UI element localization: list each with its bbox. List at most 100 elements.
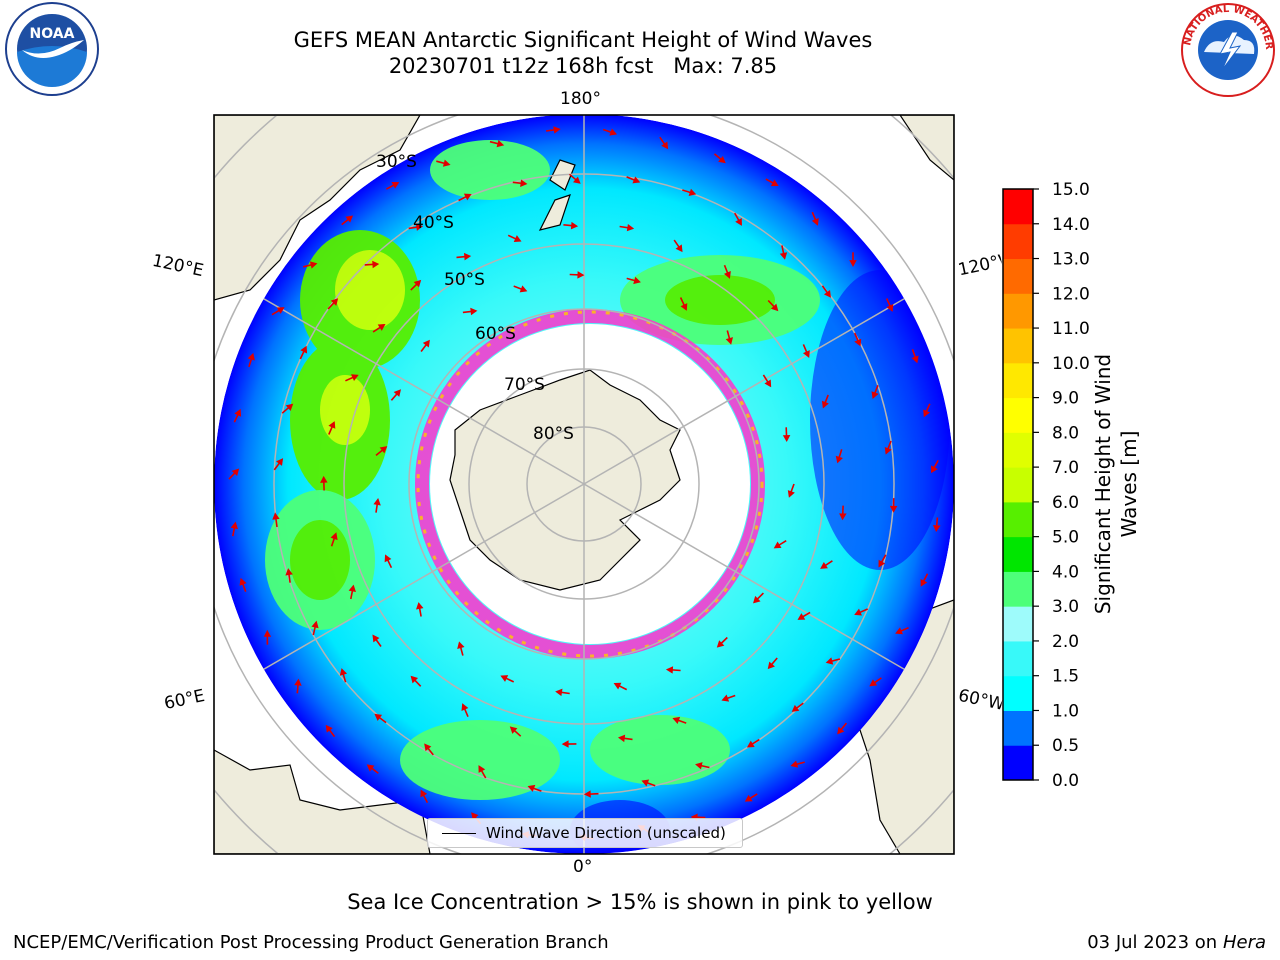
wind-wave-arrowhead [509,726,518,734]
wind-wave-arrowhead [555,688,563,697]
wind-wave-arrowhead [496,140,505,148]
wind-wave-arrowhead [878,559,886,568]
wind-wave-arrowhead [725,337,734,345]
wind-wave-arrowhead [617,734,626,743]
wind-wave-arrowhead [309,261,318,269]
wind-wave-arrowhead [527,784,536,792]
wind-wave-arrowhead [577,271,585,279]
legend-line-icon [442,832,476,834]
legend-label: Wind Wave Direction (unscaled) [486,824,726,842]
wind-wave-arrowhead [384,554,392,563]
wind-wave-arrowhead [871,391,879,399]
wind-wave-arrowhead [424,743,432,752]
wind-wave-arrowhead [247,352,255,361]
wind-wave-arrowhead [345,215,354,223]
wind-wave-arrowhead [854,338,862,347]
wind-wave-arrowhead [328,421,336,429]
wind-wave-arrowhead [837,726,845,735]
wind-wave-arrowhead [470,307,478,316]
wind-wave-arrowhead [413,279,422,288]
lat-label-50s: 50°S [444,270,485,290]
wind-wave-arrowhead [294,678,302,686]
wind-wave-arrowhead [854,608,862,616]
wind-wave-arrows [228,126,941,842]
wind-wave-arrowhead [839,513,847,521]
wind-wave-arrowhead [330,298,339,306]
wind-wave-arrowhead [372,260,380,269]
wind-wave-arrowhead [500,675,509,682]
wind-wave-arrowhead [263,629,272,637]
wind-wave-arrowhead [688,188,697,196]
wind-wave-arrowhead [519,285,528,293]
lat-label-60s: 60°S [475,324,516,344]
wind-wave-arrowhead [379,446,388,454]
wind-wave-arrowhead [377,324,386,331]
wind-wave-arrowhead [609,128,618,136]
wind-wave-arrowhead [463,193,472,201]
wind-wave-arrowhead [931,465,938,474]
wind-wave-arrowhead [239,577,247,586]
wind-wave-arrowhead [633,276,641,285]
wind-wave-arrowhead [721,694,730,702]
high-wave-regions [265,140,950,854]
wind-wave-arrowhead [366,764,375,772]
wind-wave-arrowhead [869,679,878,687]
wind-wave-arrowhead [573,176,581,184]
wind-wave-arrowhead [716,640,725,648]
wind-wave-arrowhead [351,374,359,381]
wind-wave-arrowhead [920,578,928,587]
wind-wave-arrowhead [797,613,806,620]
wind-wave-arrowhead [744,794,753,802]
wind-wave-arrowhead [276,307,285,314]
wind-wave-arrowhead [791,704,800,712]
wind-wave-arrowhead [461,703,469,711]
lon-label-180: 180° [560,89,601,109]
wind-wave-arrowhead [933,524,941,533]
wind-wave-arrowhead [513,235,522,242]
wind-wave-arrowhead [923,409,931,418]
noaa-logo-icon: NOAA [5,2,99,96]
sea-ice-note: Sea Ice Concentration > 15% is shown in … [347,890,933,914]
wind-wave-arrowhead [886,304,894,312]
wind-wave-arrowhead [675,244,683,253]
wind-wave-arrowhead [339,668,348,676]
wind-wave-arrowhead [372,634,380,643]
antarctica [449,369,681,591]
wind-wave-arrowhead [613,682,622,690]
chart-title: GEFS MEAN Antarctic Significant Height o… [293,28,873,52]
wind-wave-arrowhead [300,345,308,354]
wind-wave-arrowhead [823,289,831,298]
wind-wave-arrowhead [680,303,688,311]
wind-wave-arrowhead [561,740,569,748]
national-weather-service-logo-icon: NATIONAL WEATHER SERVICE [1176,2,1275,97]
wind-wave-arrowhead [471,812,479,820]
wind-wave-arrowhead [420,789,428,798]
lat-label-40s: 40°S [413,213,454,233]
machine-name: Hera [1222,932,1266,953]
wind-wave-arrowhead [320,475,328,483]
wind-wave-arrowhead [272,512,280,520]
wind-wave-arrowhead [911,355,919,364]
chart-subtitle: 20230701 t12z 168h fcst Max: 7.85 [388,54,778,78]
wind-wave-arrowhead [457,641,465,650]
wind-wave-arrowhead [820,562,828,569]
wind-wave-arrowhead [570,221,579,230]
wind-wave-arrowhead [626,223,635,232]
svg-text:NOAA: NOAA [30,26,75,42]
wind-wave-arrowhead [583,790,591,798]
wind-wave-arrowhead [234,408,242,417]
wind-wave-arrowhead [821,400,829,409]
wind-wave-arrowhead [773,541,782,549]
wind-wave-arrowhead [790,760,799,768]
wind-wave-arrowhead [374,713,383,721]
wind-wave-arrowhead [672,716,681,724]
generation-date: 03 Jul 2023 on Hera [1087,932,1266,953]
wind-wave-arrowhead [811,217,819,226]
wind-wave-arrowhead [348,584,356,593]
wind-wave-arrowhead [373,498,381,506]
wind-wave-arrowhead [311,620,319,629]
wind-wave-arrowhead [665,666,674,674]
wind-wave-arrowhead [442,159,451,167]
wind-wave-arrowhead [718,155,726,164]
wind-wave-arrowhead [895,627,903,635]
